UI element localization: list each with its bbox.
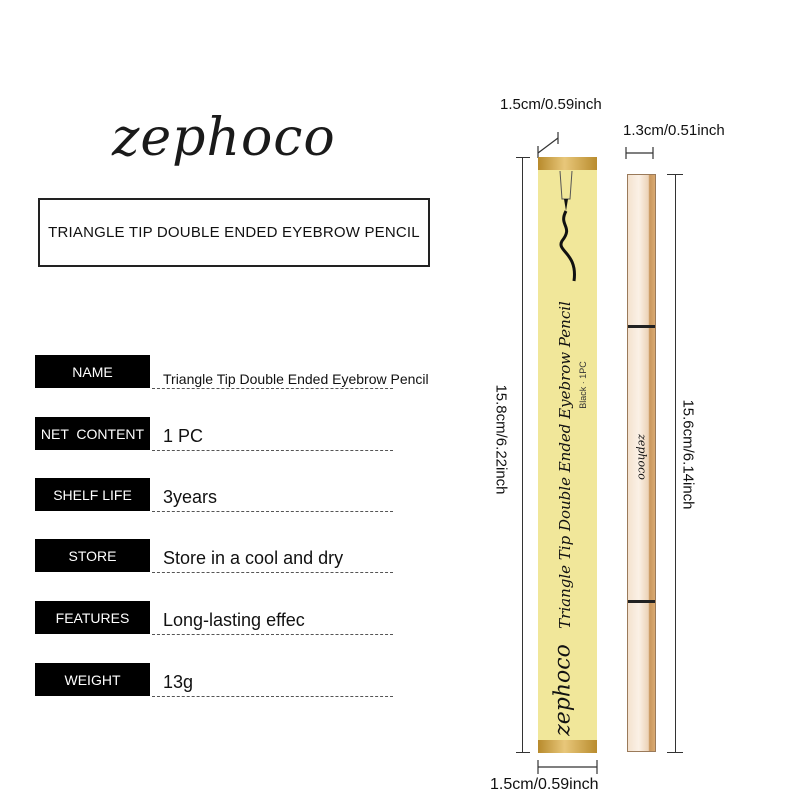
- pencil-height-line: [675, 174, 676, 753]
- spec-value: Triangle Tip Double Ended Eyebrow Pencil: [163, 371, 429, 387]
- spec-label: NET CONTENT: [35, 417, 150, 450]
- tick: [667, 174, 683, 175]
- spec-label: STORE: [35, 539, 150, 572]
- box-product-name: Triangle Tip Double Ended Eyebrow Pencil: [555, 301, 574, 629]
- spec-value: Long-lasting effec: [163, 610, 305, 630]
- spec-value: 1 PC: [163, 426, 204, 446]
- box-height-line: [522, 157, 523, 753]
- divider: [152, 572, 393, 573]
- box-cap-bottom: [538, 740, 597, 753]
- depth-marker: [537, 132, 559, 158]
- spec-row-features: FEATURES Long-lasting effec: [35, 601, 395, 635]
- box-brand-logo: zephoco: [550, 644, 575, 736]
- divider: [152, 696, 393, 697]
- tick: [667, 752, 683, 753]
- tick: [516, 157, 530, 158]
- pencil-joint: [628, 325, 655, 328]
- box-shade: Black · 1PC: [577, 361, 588, 409]
- box-width-label: 1.5cm/0.59inch: [490, 776, 599, 793]
- pencil-width-marker: [625, 147, 654, 159]
- spec-row-net-content: NET CONTENT 1 PC: [35, 417, 395, 451]
- eyebrow-pencil: zephoco: [627, 174, 656, 752]
- tick: [516, 752, 530, 753]
- spec-row-store: STORE Store in a cool and dry: [35, 539, 395, 573]
- box-cap-top: [538, 157, 597, 170]
- pencil-width-label: 1.3cm/0.51inch: [623, 122, 725, 139]
- pencil-height-label: 15.6cm/6.14inch: [679, 399, 697, 510]
- product-box: Triangle Tip Double Ended Eyebrow Pencil…: [538, 157, 597, 753]
- spec-label: SHELF LIFE: [35, 478, 150, 511]
- brand-logo: zephoco: [112, 108, 336, 168]
- spec-row-weight: WEIGHT 13g: [35, 663, 395, 697]
- spec-value: 13g: [163, 672, 194, 692]
- divider: [152, 450, 393, 451]
- pencil-brand-logo: zephoco: [635, 434, 648, 480]
- box-width-marker: [537, 760, 598, 774]
- spec-value: 3years: [163, 487, 218, 507]
- divider: [152, 634, 393, 635]
- pencil-stroke-illustration: [559, 171, 576, 282]
- box-height-label: 15.8cm/6.22inch: [492, 384, 510, 495]
- spec-label: NAME: [35, 355, 150, 388]
- spec-label: FEATURES: [35, 601, 150, 634]
- spec-label: WEIGHT: [35, 663, 150, 696]
- divider: [152, 511, 393, 512]
- spec-row-name: NAME Triangle Tip Double Ended Eyebrow P…: [35, 355, 429, 389]
- divider: [152, 388, 393, 389]
- spec-row-shelf-life: SHELF LIFE 3years: [35, 478, 395, 512]
- pencil-joint: [628, 600, 655, 603]
- box-depth-label: 1.5cm/0.59inch: [500, 96, 602, 113]
- spec-value: Store in a cool and dry: [163, 548, 344, 568]
- product-title: TRIANGLE TIP DOUBLE ENDED EYEBROW PENCIL: [38, 198, 430, 267]
